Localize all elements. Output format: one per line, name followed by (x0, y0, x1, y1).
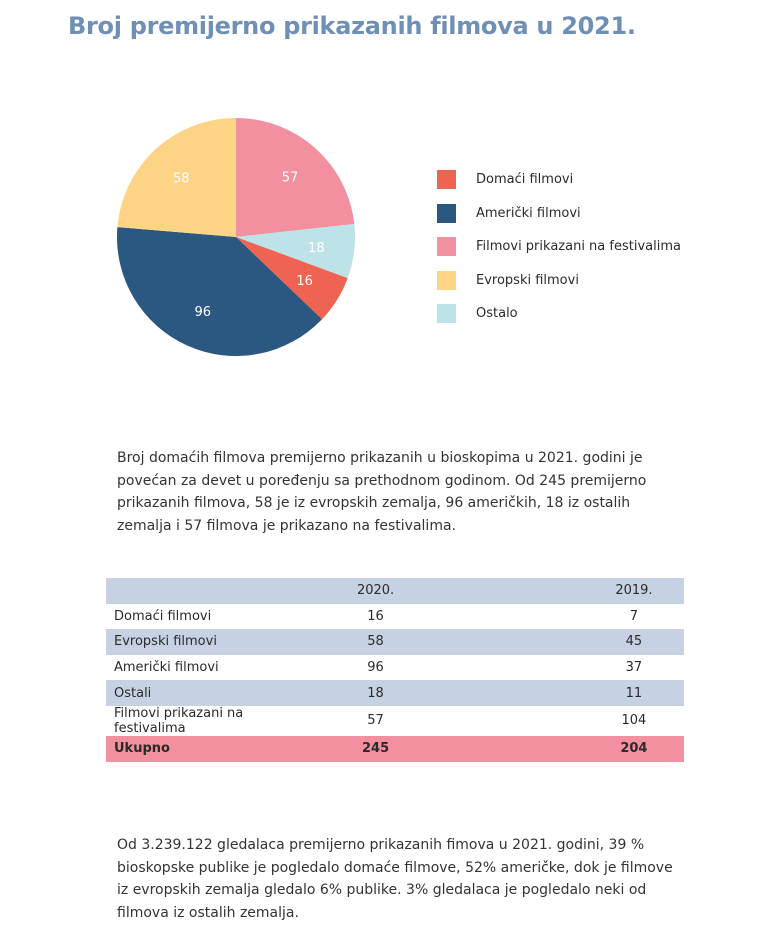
paragraph-intro: Broj domaćih filmova premijerno prikazan… (117, 450, 647, 534)
legend-label: Evropski filmovi (476, 272, 579, 288)
legend-label: Ostalo (476, 306, 518, 322)
slice-label: 16 (296, 274, 313, 289)
table-row: Ostali 18 11 (106, 680, 684, 706)
slice-label: 57 (282, 171, 299, 186)
cell-2019: 104 (621, 713, 647, 729)
legend-item: Američki filmovi (437, 197, 681, 231)
legend-item: Filmovi prikazani na festivalima (437, 230, 681, 264)
header-cell: 2019. (583, 578, 684, 604)
legend-swatch (437, 170, 456, 190)
pie-slice (236, 224, 355, 279)
table-row: Filmovi prikazani na festivalima 57 104 (106, 706, 684, 736)
legend-swatch (437, 237, 456, 257)
paragraph-audience: Od 3.239.122 gledalaca premijerno prikaz… (117, 837, 673, 921)
legend-item: Evropski filmovi (437, 264, 681, 298)
slice-label: 18 (308, 241, 325, 256)
cell-2019: 37 (625, 660, 643, 676)
legend-item: Domaći filmovi (437, 163, 681, 197)
cell-2020: 96 (367, 660, 384, 676)
table-row: Evropski filmovi 58 45 (106, 629, 684, 655)
legend-swatch (437, 203, 456, 223)
cell-2020: 57 (367, 713, 384, 729)
legend-item: Ostalo (437, 297, 681, 331)
row-label: Ostali (106, 680, 326, 706)
page-title: Broj premijerno prikazanih filmova u 202… (68, 12, 636, 40)
header-cell (106, 578, 326, 604)
legend-swatch (437, 270, 456, 290)
row-label: Domaći filmovi (114, 608, 212, 624)
table-header-row: 2020. 2019. (106, 578, 684, 604)
table-row: Američki filmovi 96 37 (106, 655, 684, 681)
legend-swatch (437, 304, 456, 324)
cell-2020: 245 (325, 735, 426, 762)
pie-slice (116, 227, 323, 357)
cell-2019: 204 (583, 735, 684, 762)
legend-label: Američki filmovi (476, 205, 581, 221)
row-label: Filmovi prikazani na festivalima (114, 705, 244, 736)
pie-slice (117, 118, 236, 237)
pie-slice (236, 118, 355, 237)
pie-chart: 57 18 16 96 58 (116, 118, 355, 357)
row-label: Američki filmovi (114, 660, 219, 676)
slice-label: 58 (173, 171, 190, 186)
chart-legend: Domaći filmovi Američki filmovi Filmovi pr… (437, 163, 681, 331)
cell-2020: 58 (325, 629, 426, 655)
pie-slice (236, 237, 348, 320)
slice-label: 96 (194, 305, 211, 320)
cell-2019: 11 (583, 680, 684, 706)
table-total-row: Ukupno 245 204 (106, 735, 684, 762)
row-label: Evropski filmovi (106, 629, 326, 655)
films-table: 2020. 2019. Domaći filmovi 16 7 Evropski f… (106, 578, 684, 762)
header-cell: 2020. (325, 578, 426, 604)
row-label: Ukupno (106, 735, 326, 762)
legend-label: Domaći filmovi (476, 172, 574, 188)
legend-label: Filmovi prikazani na festivalima (476, 239, 681, 255)
cell-2020: 18 (325, 680, 426, 706)
table-row: Domaći filmovi 16 7 (106, 604, 684, 630)
cell-2019: 7 (629, 608, 639, 624)
cell-2019: 45 (583, 629, 684, 655)
cell-2020: 16 (367, 608, 384, 624)
